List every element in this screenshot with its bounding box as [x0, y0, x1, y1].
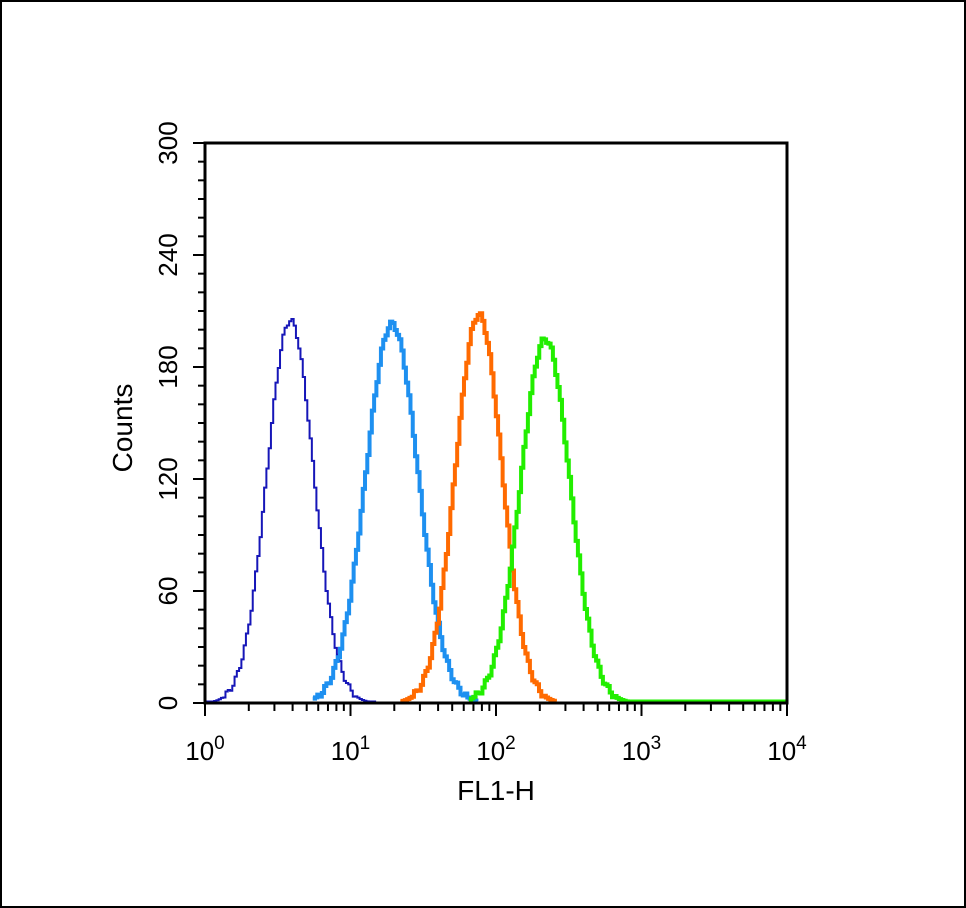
- histogram-curves: [205, 311, 787, 704]
- histogram-series-3: [400, 311, 557, 704]
- x-tick-label: 103: [622, 733, 662, 766]
- x-axis-ticks: [204, 703, 788, 716]
- y-tick-label: 120: [153, 457, 183, 500]
- histogram-series-1: [205, 317, 377, 703]
- y-tick-label: 240: [153, 233, 183, 276]
- y-tick-label: 300: [153, 121, 183, 164]
- y-tick-label: 0: [153, 696, 183, 710]
- plot-area-border: [203, 141, 789, 705]
- x-tick-label: 102: [476, 733, 516, 766]
- x-tick-label: 104: [767, 733, 807, 766]
- y-tick-label: 60: [153, 577, 183, 606]
- y-axis-ticks: [193, 142, 205, 704]
- x-tick-label: 100: [185, 733, 225, 766]
- histogram-series-4: [468, 336, 787, 704]
- histogram-series-2: [312, 319, 479, 704]
- y-tick-label: 180: [153, 345, 183, 388]
- x-axis-tick-labels: 100 101 102 103 104: [185, 733, 807, 766]
- x-axis-title: FL1-H: [457, 775, 535, 806]
- y-axis-tick-labels: 0 60 120 180 240 300: [153, 121, 183, 710]
- y-axis-title: Counts: [107, 384, 138, 473]
- x-tick-label: 101: [331, 733, 371, 766]
